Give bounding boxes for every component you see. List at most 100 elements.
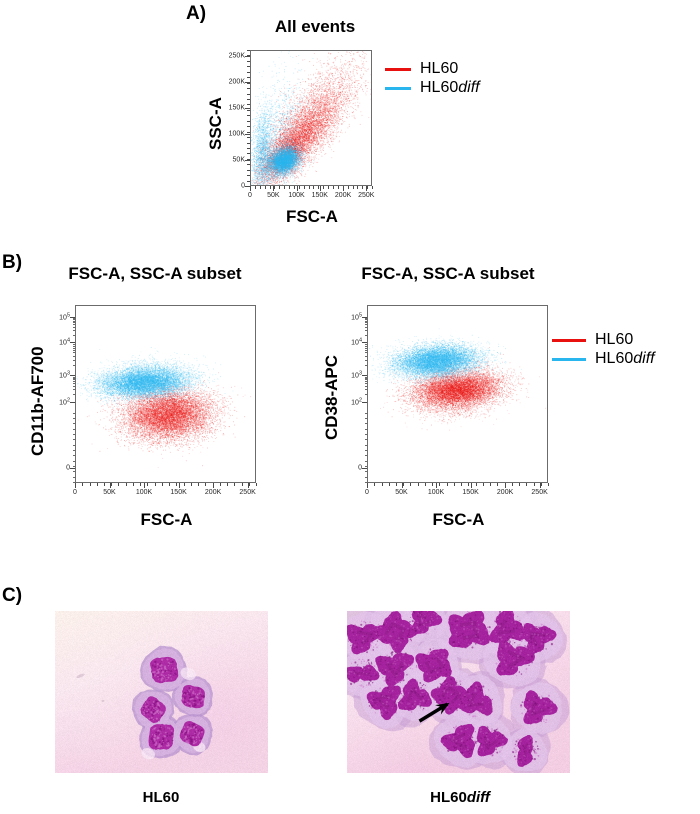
axis-tick-minor	[250, 186, 251, 189]
axis-tick-minor	[357, 186, 359, 189]
axis-tick-minor	[475, 483, 477, 486]
axis-tick-minor	[241, 483, 243, 486]
x-tick-label: 100K	[135, 489, 153, 496]
micrograph-hl60diff[interactable]	[347, 611, 570, 773]
axis-tick-minor	[318, 186, 320, 189]
micrograph-hl60-canvas	[55, 611, 268, 773]
axis-tick-minor	[259, 186, 261, 189]
axis-tick-minor	[169, 483, 171, 486]
panel-a-ylabel: SSC-A	[206, 97, 225, 150]
axis-tick-minor	[403, 483, 405, 486]
axis-tick-minor	[497, 483, 499, 486]
x-tick-label: 250K	[239, 489, 256, 496]
axis-tick-minor	[161, 483, 163, 486]
panel-b-left-xlabel: FSC-A	[140, 510, 193, 529]
axis-tick-minor	[342, 186, 344, 189]
axis-tick-major	[109, 483, 111, 488]
x-tick-label: 150K	[462, 489, 479, 496]
panel-b-right-scatter-plot[interactable]	[367, 305, 548, 483]
axis-tick-major	[343, 186, 345, 191]
axis-tick-minor	[212, 483, 214, 486]
panel-b-left-scatter-plot[interactable]	[75, 305, 256, 483]
y-tick-label: 105	[351, 311, 362, 322]
axis-tick-minor	[219, 483, 221, 486]
x-tick-label: 200K	[496, 489, 514, 496]
axis-tick-minor	[461, 483, 463, 486]
axis-tick-minor	[482, 483, 484, 486]
micrograph-hl60diff-caption: HL60diff	[430, 789, 490, 806]
legend-label-hl60diff: HL60diff	[595, 350, 655, 367]
axis-tick-minor	[190, 483, 192, 486]
axis-tick-minor	[439, 483, 441, 486]
axis-tick-minor	[374, 483, 376, 486]
axis-tick-minor	[372, 186, 373, 189]
axis-tick-major	[319, 186, 321, 191]
axis-tick-major	[75, 483, 76, 488]
axis-tick-minor	[468, 483, 470, 486]
axis-tick-minor	[247, 186, 250, 187]
axis-tick-minor	[293, 186, 295, 189]
micrograph-hl60[interactable]	[55, 611, 268, 773]
axis-tick-minor	[284, 186, 286, 189]
axis-tick-minor	[424, 483, 426, 486]
axis-tick-major	[401, 483, 403, 488]
axis-tick-minor	[254, 186, 256, 189]
panel-a-letter: A)	[186, 3, 207, 24]
y-tick-label: 200K	[228, 78, 245, 86]
axis-tick-minor	[519, 483, 520, 486]
axis-tick-minor	[328, 186, 330, 189]
axis-tick-minor	[367, 186, 369, 189]
legend-swatch-hl60	[552, 338, 586, 342]
x-tick-label: 50K	[267, 192, 280, 199]
axis-tick-minor	[176, 483, 178, 486]
axis-tick-major	[178, 483, 180, 488]
axis-tick-minor	[453, 483, 455, 486]
x-tick-label: 50K	[103, 489, 116, 496]
axis-tick-minor	[303, 186, 305, 189]
axis-tick-major	[245, 186, 250, 187]
axis-tick-minor	[388, 483, 390, 486]
y-tick-label: 104	[351, 337, 362, 348]
axis-tick-minor	[490, 483, 492, 486]
legend-item-hl60: HL60	[552, 332, 655, 348]
legend-label-hl60: HL60	[420, 60, 459, 77]
axis-tick-minor	[274, 186, 276, 189]
axis-tick-major	[144, 483, 145, 488]
axis-tick-major	[366, 186, 368, 191]
axis-tick-major	[250, 186, 251, 191]
legend-swatch-hl60diff	[552, 357, 586, 361]
x-tick-label: 250K	[358, 192, 375, 199]
axis-tick-minor	[198, 483, 200, 486]
panel-b-right-ylabel: CD38-APC	[322, 354, 341, 440]
axis-tick-minor	[118, 483, 120, 486]
axis-tick-major	[505, 483, 507, 488]
axis-tick-minor	[337, 186, 339, 189]
axis-tick-minor	[347, 186, 349, 189]
axis-tick-major	[273, 186, 275, 191]
x-tick-label: 100K	[288, 192, 305, 199]
axis-tick-minor	[333, 186, 334, 189]
axis-tick-minor	[352, 186, 354, 189]
panel-a-scatter-plot[interactable]	[250, 50, 372, 186]
axis-tick-minor	[104, 483, 105, 486]
panel-c-letter: C)	[2, 585, 23, 606]
axis-tick-major	[296, 186, 298, 191]
axis-tick-minor	[183, 483, 185, 486]
axis-tick-minor	[289, 186, 290, 189]
axis-tick-minor	[269, 186, 271, 189]
panel-b-right-scatter-canvas	[368, 306, 547, 482]
panel-b-right-xlabel: FSC-A	[432, 510, 485, 529]
axis-tick-minor	[410, 483, 412, 486]
legend-label-hl60diff: HL60diff	[420, 79, 480, 96]
axis-tick-minor	[533, 483, 535, 486]
micrograph-hl60-caption: HL60	[142, 789, 180, 806]
axis-tick-major	[213, 483, 215, 488]
axis-tick-minor	[548, 483, 549, 486]
axis-tick-minor	[227, 483, 228, 486]
axis-tick-minor	[367, 483, 368, 486]
y-tick-label: 50K	[232, 156, 245, 164]
panel-b-left-scatter-canvas	[76, 306, 255, 482]
axis-tick-minor	[313, 186, 315, 189]
axis-tick-minor	[396, 483, 397, 486]
panel-a-xlabel: FSC-A	[286, 207, 338, 226]
